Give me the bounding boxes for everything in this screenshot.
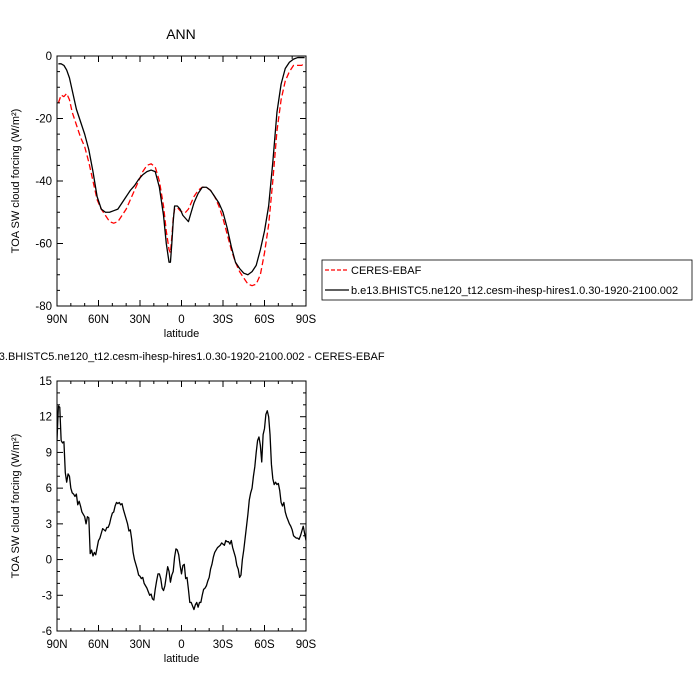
series-line-0 <box>57 61 306 287</box>
x-tick-label: 90N <box>46 639 67 651</box>
y-tick-label: -20 <box>35 114 52 126</box>
panel-difference: b.e13.BHISTC5.ne120_t12.cesm-ihesp-hires… <box>0 351 385 665</box>
y-axis-label: TOA SW cloud forcing (W/m²) <box>10 109 22 254</box>
x-tick-label: 60S <box>254 314 275 326</box>
y-tick-label: -40 <box>35 176 52 188</box>
legend-label: b.e13.BHISTC5.ne120_t12.cesm-ihesp-hires… <box>351 285 678 297</box>
panel-title: ANN <box>166 26 196 42</box>
y-tick-label: 15 <box>39 376 52 388</box>
x-tick-label: 90S <box>296 639 317 651</box>
x-tick-label: 30S <box>213 314 234 326</box>
y-tick-label: 3 <box>46 519 52 531</box>
y-tick-label: 12 <box>39 412 52 424</box>
x-tick-label: 60S <box>254 639 275 651</box>
x-tick-label: 60N <box>88 639 109 651</box>
x-tick-label: 90N <box>46 314 67 326</box>
y-tick-label: -3 <box>42 590 52 602</box>
x-tick-label: 60N <box>88 314 109 326</box>
y-tick-label: -6 <box>42 626 52 638</box>
y-tick-label: -80 <box>35 301 52 313</box>
x-tick-label: 0 <box>178 639 184 651</box>
x-axis-label: latitude <box>164 653 199 665</box>
y-tick-label: 0 <box>46 51 52 63</box>
y-tick-label: 6 <box>46 483 52 495</box>
series-line-0 <box>57 405 306 611</box>
y-tick-label: -60 <box>35 239 52 251</box>
x-tick-label: 90S <box>296 314 317 326</box>
x-tick-label: 30N <box>129 314 150 326</box>
panel-annual-mean: ANN 90N 60N 30N 0 30S 60S 90S 0 -20 -40 -60 -80 latit… <box>10 26 693 340</box>
x-tick-label: 30N <box>129 639 150 651</box>
legend-label: CERES-EBAF <box>351 265 422 277</box>
y-tick-label: 9 <box>46 447 52 459</box>
x-tick-label: 30S <box>213 639 234 651</box>
y-axis-label: TOA SW cloud forcing (W/m²) <box>10 434 22 579</box>
series-line-1 <box>58 56 305 276</box>
y-tick-label: 0 <box>46 555 52 567</box>
x-axis-label: latitude <box>164 328 199 340</box>
legend: CERES-EBAF b.e13.BHISTC5.ne120_t12.cesm-i… <box>321 259 693 301</box>
panel-title: b.e13.BHISTC5.ne120_t12.cesm-ihesp-hires… <box>0 351 385 363</box>
legend-box <box>321 259 693 301</box>
x-tick-label: 0 <box>178 314 184 326</box>
